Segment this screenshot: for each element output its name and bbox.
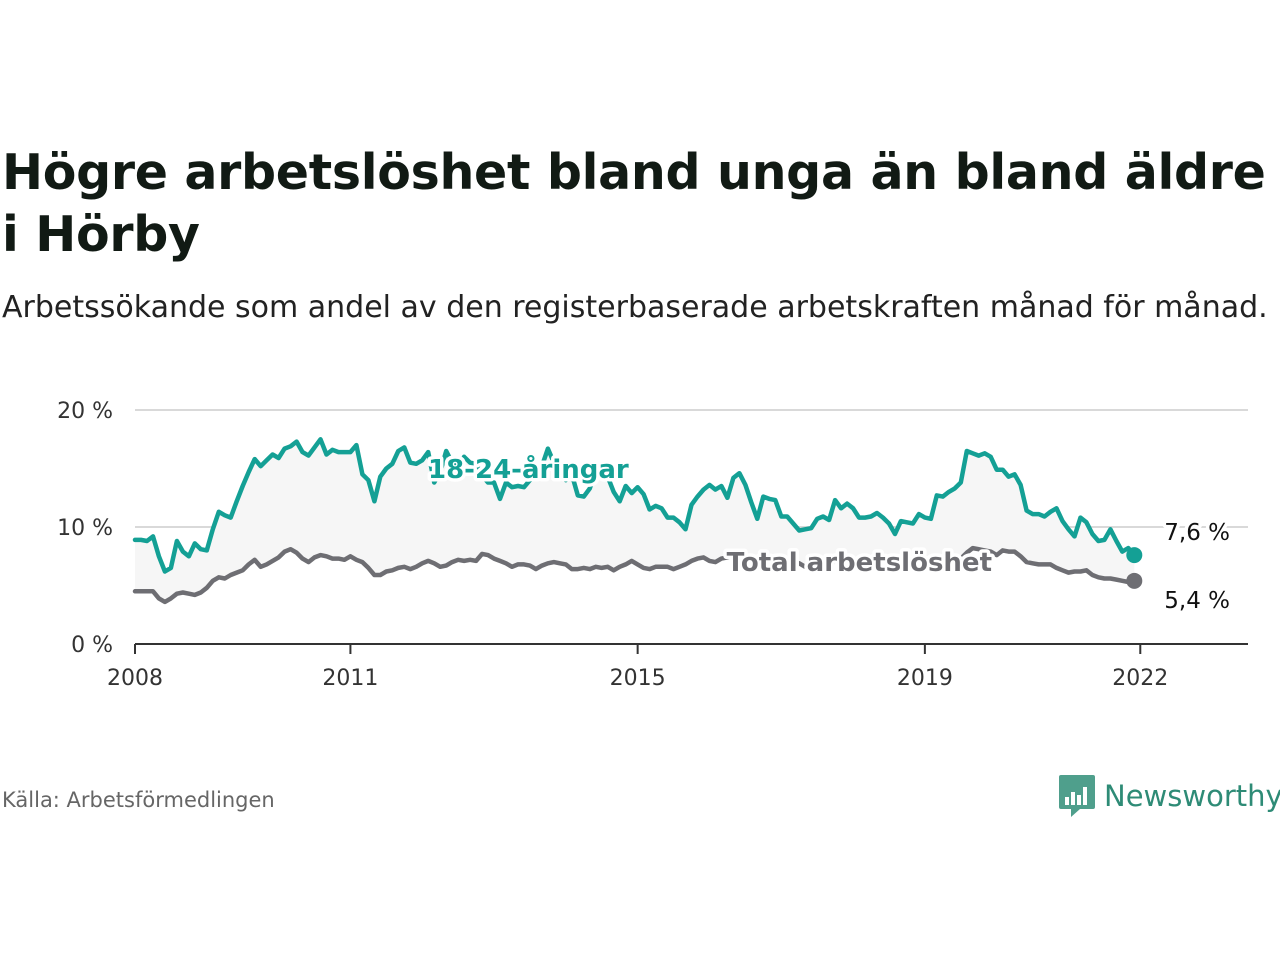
y-tick-label: 10 % [57, 516, 113, 541]
youth-series-label: 18-24-åringar [428, 453, 629, 485]
brand-name: Newsworthy [1104, 779, 1280, 813]
total-series-label: Total arbetslöshet [727, 548, 992, 578]
source-note: Källa: Arbetsförmedlingen [2, 788, 275, 812]
x-tick-label: 2022 [1112, 666, 1168, 691]
brand-logo: Newsworthy [1058, 772, 1280, 820]
total-series-line [132, 545, 1137, 605]
total-end-label-halo: 5,4 % [1164, 588, 1230, 614]
youth-end-point [1126, 547, 1143, 564]
youth-series-label-halo: 18-24-åringar [428, 453, 629, 485]
line-layer [132, 437, 1143, 605]
total-end-point [1126, 572, 1143, 589]
x-tick-label: 2019 [897, 666, 953, 691]
total-series-label-halo: Total arbetslöshet [727, 548, 992, 578]
chart-title: Högre arbetslöshet bland unga än bland ä… [2, 144, 1266, 263]
youth-series-line [132, 437, 1137, 574]
youth-end-label: 7,6 % [1164, 520, 1230, 546]
y-tick-label: 20 % [57, 399, 113, 424]
total-end-label: 5,4 % [1164, 588, 1230, 614]
x-tick-label: 2011 [322, 666, 378, 691]
y-tick-label: 0 % [71, 633, 113, 658]
axis-layer: 0 % 10 % 20 % 2008 2011 2015 2019 2022 [57, 399, 1248, 691]
gap-band [135, 439, 1135, 602]
band-layer [135, 439, 1135, 602]
newsworthy-logo-icon [1059, 775, 1095, 817]
chart-subtitle: Arbetssökande som andel av den registerb… [2, 290, 1268, 325]
youth-end-label-halo: 7,6 % [1164, 520, 1230, 546]
x-tick-label: 2015 [610, 666, 666, 691]
x-tick-label: 2008 [107, 666, 163, 691]
